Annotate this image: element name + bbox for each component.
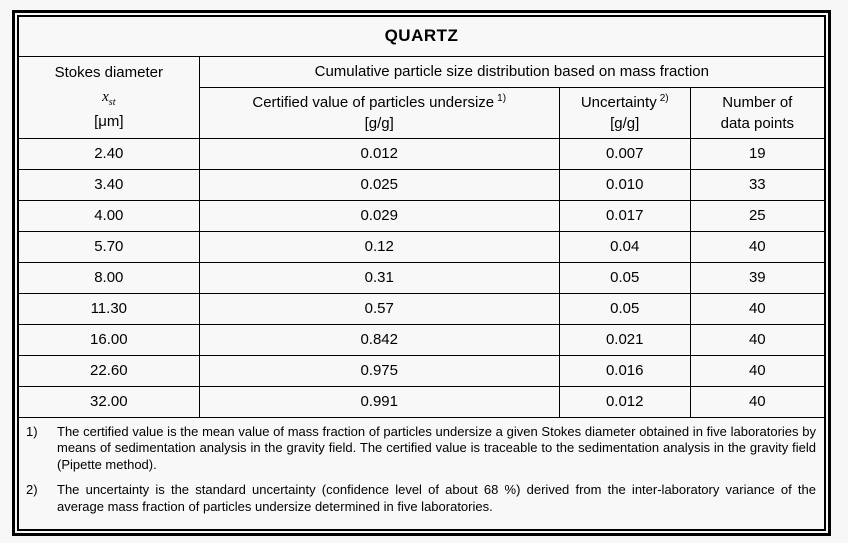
stokes-unit-label: [μm] [94, 113, 124, 130]
certified-cell: 0.57 [198, 292, 560, 325]
certified-cell: 0.12 [198, 230, 560, 263]
stokes-diameter-header-cell: Stokes diameter xst [μm] [17, 55, 200, 139]
points-cell: 40 [689, 292, 826, 325]
stokes-header-content: Stokes diameter xst [μm] [19, 57, 199, 138]
footnote-ref-2: 2) [659, 92, 669, 104]
table-row: 2.40 0.012 0.007 19 [17, 137, 826, 170]
footnote-1: 1) The certified value is the mean value… [23, 424, 818, 474]
diameter-cell: 2.40 [17, 137, 200, 170]
table-title: QUARTZ [17, 15, 826, 57]
footnote-2-marker: 2) [26, 482, 38, 497]
diameter-cell: 4.00 [17, 199, 200, 232]
footnotes-row: 1) The certified value is the mean value… [17, 416, 826, 531]
points-cell: 40 [689, 385, 826, 418]
points-cell: 25 [689, 199, 826, 232]
certified-cell: 0.31 [198, 261, 560, 294]
stokes-symbol: xst [19, 88, 199, 108]
stokes-symbol-subscript: st [108, 96, 116, 108]
diameter-cell: 5.70 [17, 230, 200, 263]
points-cell: 40 [689, 230, 826, 263]
table-row: 4.00 0.029 0.017 25 [17, 199, 826, 232]
certified-cell: 0.842 [198, 323, 560, 356]
table-row: 3.40 0.025 0.010 33 [17, 168, 826, 201]
points-cell: 40 [689, 323, 826, 356]
table-row: 22.60 0.975 0.016 40 [17, 354, 826, 387]
diameter-cell: 11.30 [17, 292, 200, 325]
footnote-2-text: The uncertainty is the standard uncertai… [57, 482, 816, 514]
certified-label-text: Certified value of particles undersize [252, 93, 495, 111]
points-header-cell: Number of data points [689, 86, 826, 139]
footnote-2: 2) The uncertainty is the standard uncer… [23, 482, 818, 515]
certified-cell: 0.012 [198, 137, 560, 170]
points-header-line2: data points [720, 114, 794, 132]
table-row: 16.00 0.842 0.021 40 [17, 323, 826, 356]
uncertainty-cell: 0.010 [558, 168, 691, 201]
table-row: 32.00 0.991 0.012 40 [17, 385, 826, 418]
diameter-cell: 32.00 [17, 385, 200, 418]
stokes-symbol-base: x [102, 88, 109, 105]
subheader-row: Certified value of particles undersize 1)… [18, 86, 826, 139]
points-header-line1: Number of [722, 93, 793, 111]
group-header-cell: Cumulative particle size distribution ba… [198, 55, 826, 88]
footnote-ref-1: 1) [497, 92, 507, 104]
table-row: 11.30 0.57 0.05 40 [17, 292, 826, 325]
footnotes-cell: 1) The certified value is the mean value… [17, 416, 826, 531]
certified-cell: 0.991 [198, 385, 560, 418]
certified-cell: 0.029 [198, 199, 560, 232]
footnote-1-marker: 1) [26, 423, 38, 439]
points-cell: 39 [689, 261, 826, 294]
diameter-cell: 16.00 [17, 323, 200, 356]
points-cell: 19 [689, 137, 826, 170]
title-row: QUARTZ [17, 15, 826, 57]
certified-cell: 0.025 [198, 168, 560, 201]
uncertainty-unit-label: [g/g] [610, 114, 640, 132]
uncertainty-cell: 0.016 [558, 354, 691, 387]
uncertainty-cell: 0.05 [558, 261, 691, 294]
diameter-cell: 8.00 [17, 261, 200, 294]
points-cell: 33 [689, 168, 826, 201]
table-row: 8.00 0.31 0.05 39 [17, 261, 826, 294]
diameter-cell: 22.60 [17, 354, 200, 387]
uncertainty-header-cell: Uncertainty 2) [g/g] [558, 86, 691, 139]
uncertainty-cell: 0.021 [558, 323, 691, 356]
uncertainty-label-text: Uncertainty [580, 93, 657, 111]
footnote-1-text: The certified value is the mean value of… [57, 423, 816, 472]
points-cell: 40 [689, 354, 826, 387]
certified-cell: 0.975 [198, 354, 560, 387]
certified-header-cell: Certified value of particles undersize 1)… [198, 86, 560, 139]
certified-header-label: Certified value of particles undersize 1) [200, 92, 559, 113]
group-header-row: Stokes diameter xst [μm] Cumulative part… [17, 55, 826, 139]
uncertainty-cell: 0.05 [558, 292, 691, 325]
uncertainty-cell: 0.017 [558, 199, 691, 232]
table-row: 5.70 0.12 0.04 40 [17, 230, 826, 263]
quartz-data-table: QUARTZ Stokes diameter xst [μm] Cumulati… [17, 15, 826, 531]
document-frame: QUARTZ Stokes diameter xst [μm] Cumulati… [12, 10, 831, 536]
certified-unit-label: [g/g] [364, 114, 394, 132]
diameter-cell: 3.40 [17, 168, 200, 201]
uncertainty-cell: 0.04 [558, 230, 691, 263]
uncertainty-cell: 0.012 [558, 385, 691, 418]
uncertainty-cell: 0.007 [558, 137, 691, 170]
stokes-header-label: Stokes diameter [54, 64, 163, 81]
uncertainty-header-label: Uncertainty 2) [560, 92, 690, 113]
